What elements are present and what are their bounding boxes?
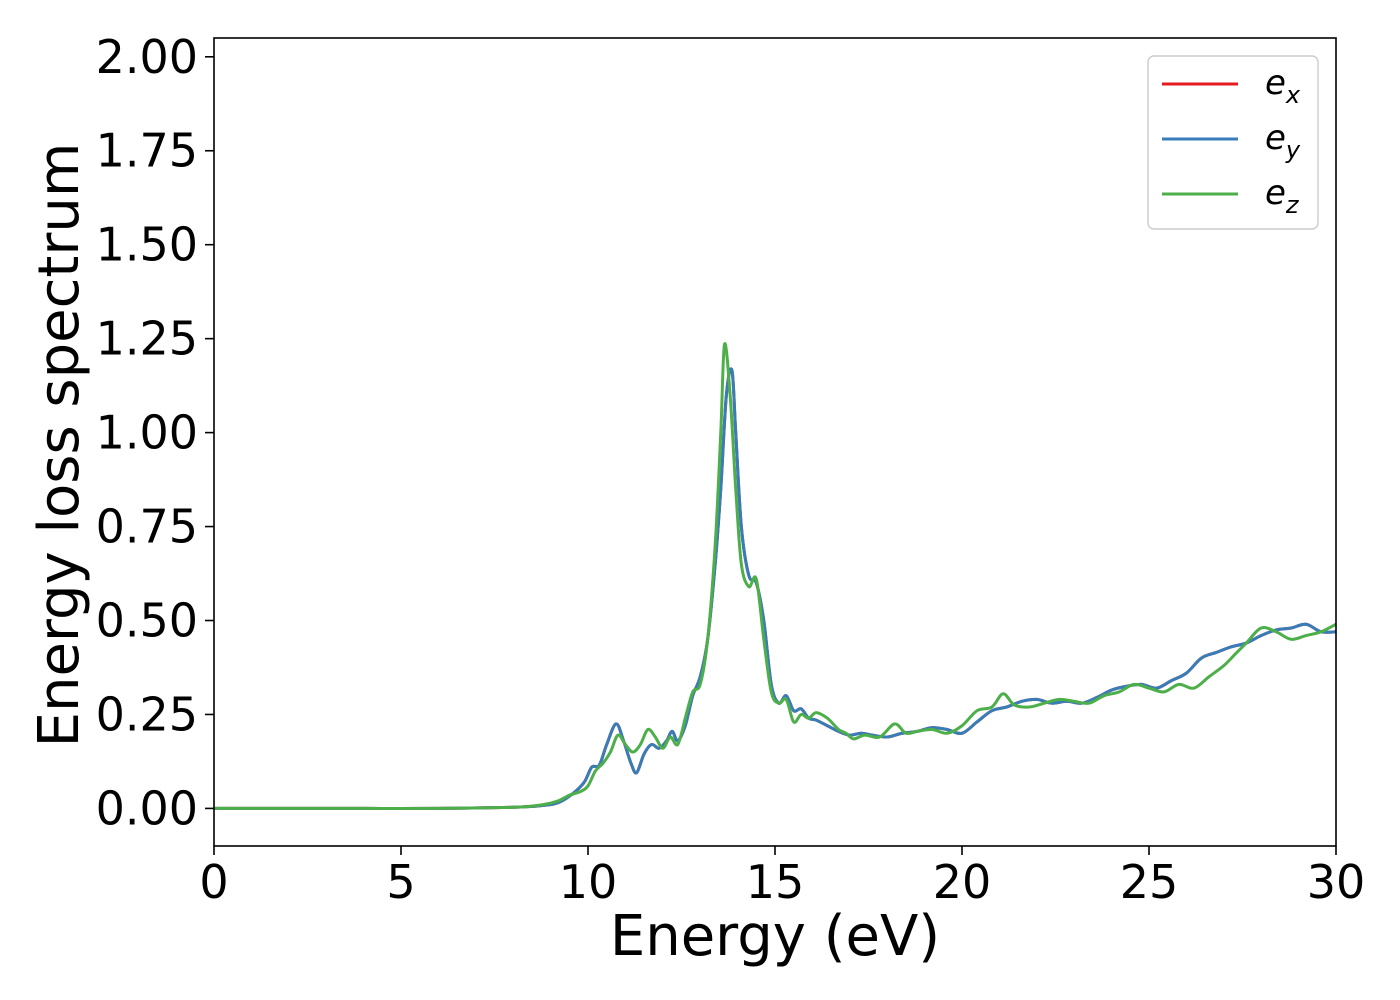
- x-tick-label: 20: [933, 855, 992, 909]
- x-tick-label: 15: [746, 855, 805, 909]
- x-tick-label: 5: [386, 855, 415, 909]
- y-tick-label: 0.00: [96, 781, 198, 835]
- y-tick-label: 0.50: [96, 594, 198, 648]
- y-tick-label: 1.25: [96, 312, 198, 366]
- legend-label: ez: [1265, 173, 1300, 219]
- series-line-e-x: [214, 367, 1336, 811]
- legend-label-subscript: x: [1285, 81, 1301, 109]
- series-line-e-y: [214, 367, 1336, 811]
- legend-label: ey: [1265, 118, 1301, 164]
- legend-box: [1147, 55, 1319, 230]
- legend-label-subscript: y: [1285, 136, 1301, 164]
- y-tick-label: 1.75: [96, 124, 198, 178]
- legend-label-base: e: [1265, 173, 1286, 213]
- x-tick-label: 25: [1120, 855, 1179, 909]
- y-tick-label: 1.50: [96, 218, 198, 272]
- legend-label: ex: [1265, 63, 1301, 109]
- x-tick-label: 10: [559, 855, 618, 909]
- series-line-e-z: [214, 342, 1336, 811]
- x-tick-label: 30: [1307, 855, 1366, 909]
- y-tick-label: 1.00: [96, 406, 198, 460]
- y-axis-ticks: 0.00 0.25 0.50 0.75 1.00 1.25 1.50 1.75 2.00: [96, 30, 214, 835]
- x-axis-ticks: 0 5 10 15 20 25 30: [199, 846, 1365, 909]
- y-tick-label: 2.00: [96, 30, 198, 84]
- x-axis-title: Energy (eV): [610, 904, 940, 969]
- y-tick-label: 0.75: [96, 500, 198, 554]
- y-tick-label: 0.25: [96, 687, 198, 741]
- x-tick-label: 0: [199, 855, 228, 909]
- series-layer: [214, 342, 1336, 811]
- y-axis-title: Energy loss spectrum: [27, 143, 92, 748]
- legend-label-base: e: [1265, 63, 1286, 103]
- legend-label-base: e: [1265, 118, 1286, 158]
- legend-label-subscript: z: [1285, 191, 1300, 219]
